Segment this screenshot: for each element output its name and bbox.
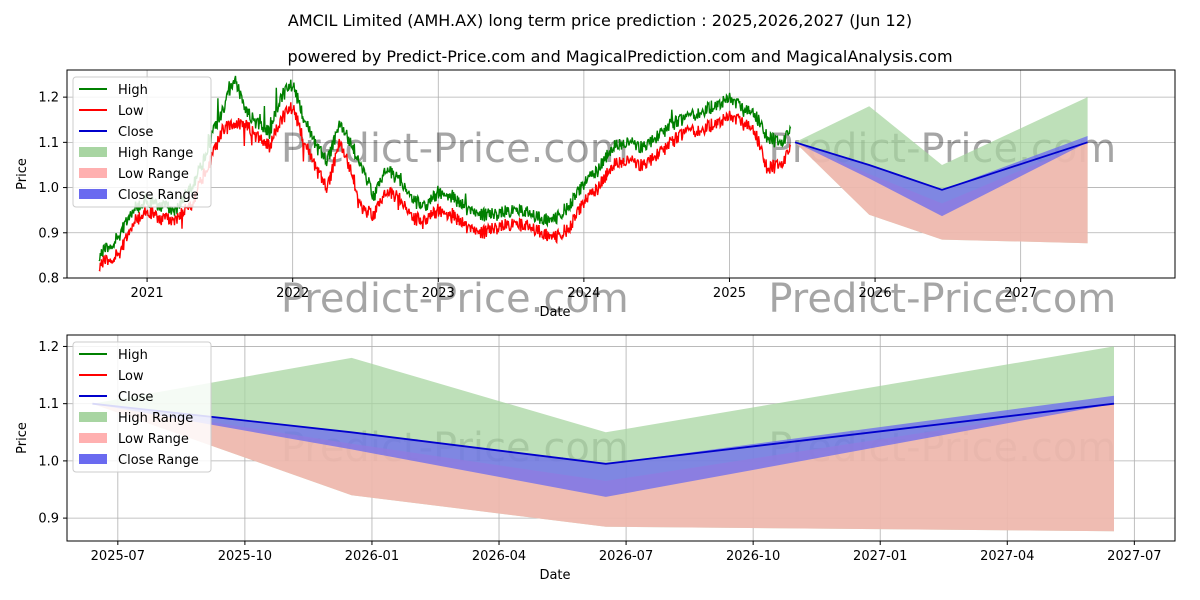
legend-close-label: Close [118, 125, 153, 140]
x-tick-label: 2025 [713, 286, 746, 301]
x-tick-label: 2026-07 [599, 549, 653, 564]
x-tick-label: 2026 [859, 286, 892, 301]
close-series-line [794, 141, 1088, 191]
legend: High Low Close High Range Low Range Close Ran… [72, 341, 212, 473]
y-tick-label: 1.0 [38, 181, 59, 196]
legend-box [72, 76, 212, 208]
legend-high-label: High [118, 348, 148, 363]
x-tick-label: 2024 [567, 286, 600, 301]
legend-low-range-label: Low Range [118, 167, 189, 182]
legend-low-label: Low [118, 369, 144, 384]
close-range-band [92, 395, 1114, 497]
low-range-band [92, 403, 1114, 532]
x-tick-label: 2027-04 [980, 549, 1034, 564]
legend-close-range-swatch [79, 189, 107, 199]
legend-low-label: Low [118, 104, 144, 119]
y-tick-label: 1.2 [38, 91, 59, 106]
legend-box [72, 341, 212, 473]
top-panel: Predict-Price.com Predict-Price.comPredic… [15, 69, 1176, 322]
low-series-line [98, 102, 792, 272]
chart-title: AMCIL Limited (AMH.AX) long term price p… [288, 11, 912, 30]
x-tick-label: 2025-07 [91, 549, 145, 564]
legend-close-label: Close [118, 390, 153, 405]
y-tick-label: 0.9 [38, 226, 59, 241]
y-tick-label: 1.0 [38, 454, 59, 469]
y-tick-label: 0.9 [38, 512, 59, 527]
x-tick-label: 2026-04 [472, 549, 526, 564]
legend-low-range-label: Low Range [118, 432, 189, 447]
axes-frame [66, 334, 1176, 542]
watermark-text: Predict-Price.com [768, 276, 1116, 322]
axis-ticks: 2021 2022 2023 2024 2025 2026 2027 0.8 0.9 1.0 1.1… [15, 91, 1037, 320]
legend-close-range-label: Close Range [118, 188, 199, 203]
x-tick-label: 2027-01 [853, 549, 907, 564]
legend-high-range-label: High Range [118, 411, 193, 426]
plot-area [98, 75, 1088, 272]
legend-close-range-swatch [79, 454, 107, 464]
x-axis-label: Date [539, 305, 570, 320]
x-axis-label: Date [539, 568, 570, 583]
y-tick-label: 1.1 [38, 136, 59, 151]
legend-high-range-swatch [79, 147, 107, 157]
x-tick-label: 2025-10 [218, 549, 272, 564]
x-tick-label: 2027 [1004, 286, 1037, 301]
legend: High Low Close High Range Low Range Close Ran… [72, 76, 212, 208]
axes-frame [66, 69, 1176, 279]
x-tick-label: 2027-07 [1107, 549, 1161, 564]
x-tick-label: 2022 [276, 286, 309, 301]
legend-high-range-swatch [79, 412, 107, 422]
legend-high-label: High [118, 83, 148, 98]
close-series-line [92, 402, 1115, 465]
y-tick-label: 1.2 [38, 340, 59, 355]
plot-area [92, 346, 1115, 532]
x-tick-label: 2023 [422, 286, 455, 301]
legend-low-range-swatch [79, 433, 107, 443]
chart-subtitle: powered by Predict-Price.com and Magical… [287, 47, 952, 66]
y-tick-label: 1.1 [38, 397, 59, 412]
axis-ticks: 2025-07 2025-10 2026-01 2026-04 2026-07 2026-… [15, 340, 1162, 583]
low-range-band [795, 142, 1088, 244]
y-axis-label: Price [15, 158, 30, 190]
y-axis-label: Price [15, 422, 30, 454]
bottom-panel: Predict-Price.comPredict-Price.com2025-0… [15, 334, 1176, 583]
close-range-band [795, 136, 1088, 217]
legend-low-range-swatch [79, 168, 107, 178]
x-tick-label: 2026-10 [726, 549, 780, 564]
legend-close-range-label: Close Range [118, 453, 199, 468]
x-tick-label: 2021 [131, 286, 164, 301]
high-series-line [98, 75, 792, 262]
x-tick-label: 2026-01 [345, 549, 399, 564]
y-tick-label: 0.8 [38, 272, 59, 287]
watermark-text: Predict-Price.com [281, 276, 629, 322]
legend-high-range-label: High Range [118, 146, 193, 161]
